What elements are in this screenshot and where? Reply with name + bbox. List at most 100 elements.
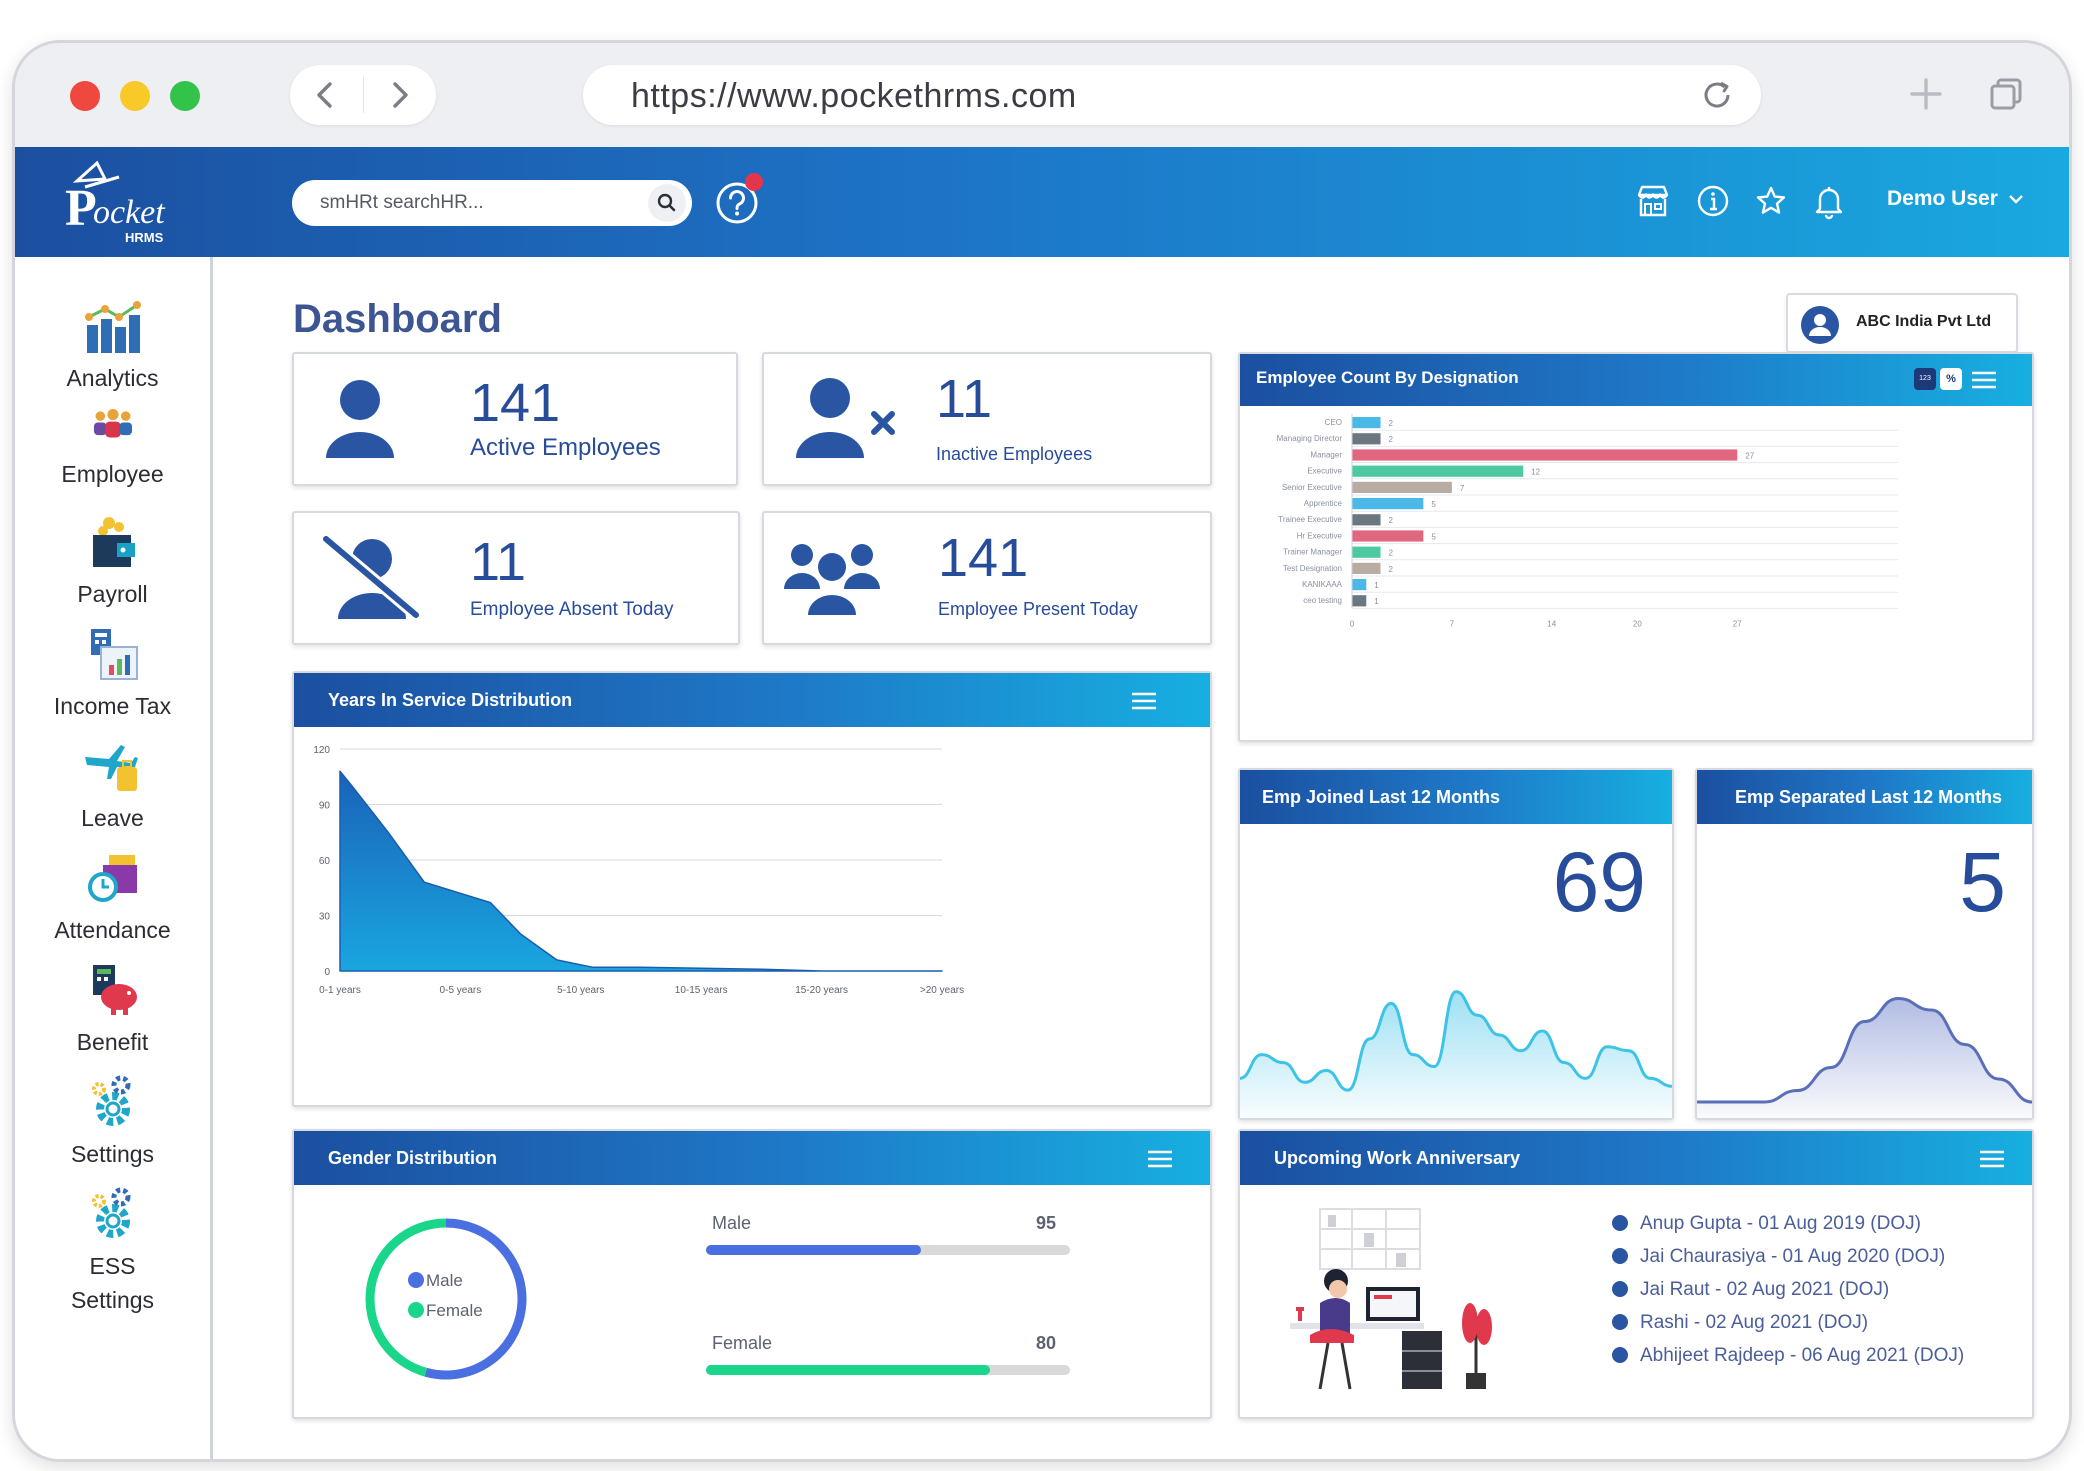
tick-label: 27 bbox=[1733, 619, 1742, 628]
sidebar-item-settings[interactable]: Settings bbox=[15, 1073, 210, 1171]
panel-title: Years In Service Distribution bbox=[328, 690, 573, 710]
panel-header: Years In Service Distribution bbox=[294, 673, 1210, 727]
sparkline-line bbox=[1697, 996, 2032, 1104]
bar bbox=[1352, 530, 1424, 542]
data-label: 2 bbox=[1389, 565, 1394, 574]
bar bbox=[1352, 417, 1381, 429]
anniversary-text: Jai Chaurasiya - 01 Aug 2020 (DOJ) bbox=[1640, 1246, 1946, 1267]
male-progress-fill bbox=[706, 1245, 921, 1255]
maximize-window-button[interactable] bbox=[170, 81, 200, 111]
data-label: 7 bbox=[1460, 484, 1465, 493]
sidebar-item-payroll[interactable]: Payroll bbox=[15, 513, 210, 611]
hamburger-menu-icon[interactable] bbox=[1146, 1149, 1174, 1169]
company-selector[interactable]: ABC India Pvt Ltd bbox=[1786, 293, 2018, 353]
female-value: 80 bbox=[1036, 1333, 1057, 1353]
bullet-icon bbox=[1612, 1248, 1628, 1264]
category-label: Manager bbox=[1310, 450, 1342, 459]
help-button[interactable] bbox=[715, 173, 765, 227]
tick-label: 14 bbox=[1547, 619, 1556, 628]
sidebar-item-leave[interactable]: Leave bbox=[15, 737, 210, 835]
bar bbox=[1352, 481, 1452, 493]
data-label: 1 bbox=[1374, 597, 1379, 606]
category-label: Senior Executive bbox=[1282, 483, 1343, 492]
tab-overview-icon[interactable] bbox=[1987, 75, 2025, 113]
star-icon[interactable] bbox=[1751, 181, 1791, 221]
sidebar-item-benefit[interactable]: Benefit bbox=[15, 961, 210, 1059]
y-tick-label: 30 bbox=[319, 912, 331, 923]
legend-female-swatch bbox=[408, 1302, 424, 1318]
hamburger-menu-icon[interactable] bbox=[1970, 370, 1998, 390]
minimize-window-button[interactable] bbox=[120, 81, 150, 111]
info-icon[interactable] bbox=[1693, 181, 1733, 221]
panel-title: Emp Joined Last 12 Months bbox=[1262, 787, 1501, 807]
income-tax-icon bbox=[90, 629, 138, 680]
browser-window: https://www.pockethrms.com P ocket HRMS … bbox=[12, 40, 2072, 1462]
stat-label: Employee Present Today bbox=[938, 599, 1138, 619]
anniversary-item: Jai Chaurasiya - 01 Aug 2020 (DOJ) bbox=[1612, 1246, 1945, 1268]
stat-card-present[interactable]: 141 Employee Present Today bbox=[762, 511, 1212, 645]
reload-icon[interactable] bbox=[1699, 77, 1735, 113]
leave-icon bbox=[84, 745, 138, 791]
bell-icon[interactable] bbox=[1809, 181, 1849, 221]
sidebar-item-income-tax[interactable]: Income Tax bbox=[15, 625, 210, 723]
dashboard-main: Dashboard ABC India Pvt Ltd 141 Active E… bbox=[213, 257, 2069, 1459]
page-title: Dashboard bbox=[293, 297, 502, 341]
percent-toggle-button[interactable]: % bbox=[1940, 368, 1962, 390]
stat-card-absent[interactable]: 11 Employee Absent Today bbox=[292, 511, 740, 645]
stat-card-inactive[interactable]: 11 Inactive Employees bbox=[762, 352, 1212, 486]
sidebar-item-label: Income Tax bbox=[53, 693, 172, 719]
stat-card-active[interactable]: 141 Active Employees bbox=[292, 352, 738, 486]
anniversary-text: Rashi - 02 Aug 2021 (DOJ) bbox=[1640, 1312, 1869, 1333]
joined-count: 69 bbox=[1552, 835, 1646, 929]
avatar-icon bbox=[1801, 306, 1839, 344]
data-label: 2 bbox=[1389, 549, 1394, 558]
back-arrow-icon[interactable] bbox=[306, 75, 346, 115]
stat-value: 141 bbox=[470, 373, 561, 433]
ess-settings-icon bbox=[91, 1187, 130, 1238]
sidebar-item-label: Leave bbox=[81, 805, 144, 831]
male-value: 95 bbox=[1036, 1213, 1057, 1233]
sidebar-item-ess-settings[interactable]: ESS Settings bbox=[15, 1185, 210, 1317]
user-menu[interactable]: Demo User bbox=[1887, 187, 2024, 211]
female-label: Female bbox=[712, 1333, 773, 1353]
y-tick-label: 90 bbox=[319, 801, 331, 812]
address-bar[interactable]: https://www.pockethrms.com bbox=[583, 65, 1761, 125]
legend-label: Female bbox=[426, 1301, 483, 1320]
category-label: Hr Executive bbox=[1297, 531, 1343, 540]
x-tick-label: >20 years bbox=[920, 985, 964, 996]
category-label: KANIKAAA bbox=[1302, 580, 1343, 589]
sidebar-item-attendance[interactable]: Attendance bbox=[15, 849, 210, 947]
search-button[interactable] bbox=[648, 184, 686, 222]
sidebar-item-label: ESS Settings bbox=[70, 1253, 155, 1313]
anniversary-text: Abhijeet Rajdeep - 06 Aug 2021 (DOJ) bbox=[1640, 1345, 1965, 1366]
legend-male-swatch bbox=[408, 1272, 424, 1288]
joined-panel: Emp Joined Last 12 Months 69 bbox=[1238, 768, 1674, 1120]
hamburger-menu-icon[interactable] bbox=[1978, 1149, 2006, 1169]
store-icon[interactable] bbox=[1633, 181, 1673, 221]
sidebar-item-label: Attendance bbox=[54, 917, 171, 943]
browser-chrome: https://www.pockethrms.com bbox=[15, 43, 2069, 147]
user-off-icon bbox=[322, 534, 420, 620]
pocket-hrms-logo[interactable]: P ocket HRMS bbox=[63, 157, 173, 251]
users-icon bbox=[784, 544, 880, 615]
hamburger-menu-icon[interactable] bbox=[1130, 691, 1158, 711]
sidebar-item-employee[interactable]: Employee bbox=[15, 405, 210, 491]
anniversary-text: Jai Raut - 02 Aug 2021 (DOJ) bbox=[1640, 1279, 1890, 1300]
data-label: 12 bbox=[1531, 468, 1540, 477]
new-tab-icon[interactable] bbox=[1907, 75, 1945, 113]
forward-arrow-icon[interactable] bbox=[379, 75, 419, 115]
separated-sparkline bbox=[1697, 996, 2032, 1118]
count-toggle-button[interactable]: 123 bbox=[1914, 368, 1936, 390]
bar bbox=[1352, 449, 1738, 461]
search-input[interactable]: smHRt searchHR... bbox=[292, 180, 692, 226]
close-window-button[interactable] bbox=[70, 81, 100, 111]
payroll-icon bbox=[92, 517, 135, 567]
y-tick-label: 0 bbox=[324, 967, 330, 978]
sparkline-area bbox=[1240, 991, 1672, 1118]
sidebar-item-analytics[interactable]: Analytics bbox=[15, 297, 210, 395]
separated-panel: Emp Separated Last 12 Months 5 bbox=[1695, 768, 2034, 1120]
x-tick-label: 15-20 years bbox=[795, 985, 848, 996]
bullet-icon bbox=[1612, 1281, 1628, 1297]
category-label: Test Designation bbox=[1283, 564, 1342, 573]
notification-dot bbox=[745, 173, 763, 191]
